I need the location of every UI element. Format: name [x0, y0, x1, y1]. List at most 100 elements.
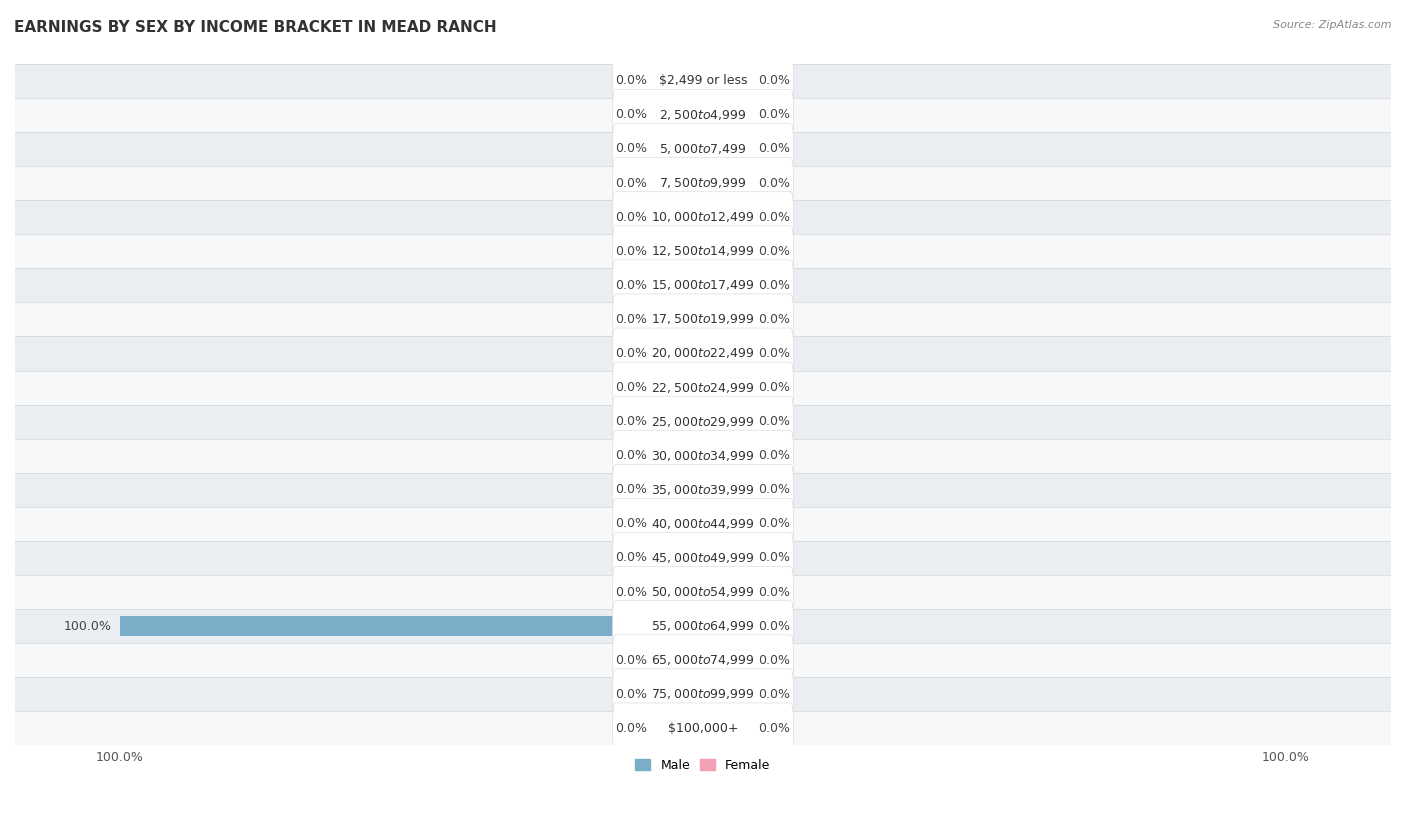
Text: 0.0%: 0.0%: [616, 245, 648, 258]
Bar: [703, 685, 749, 704]
Text: $100,000+: $100,000+: [668, 722, 738, 735]
Bar: [657, 105, 703, 124]
Bar: [703, 276, 749, 295]
Bar: [703, 719, 749, 738]
Text: $65,000 to $74,999: $65,000 to $74,999: [651, 653, 755, 667]
Text: $35,000 to $39,999: $35,000 to $39,999: [651, 483, 755, 497]
Bar: [15, 609, 1391, 643]
FancyBboxPatch shape: [613, 567, 793, 618]
FancyBboxPatch shape: [613, 124, 793, 175]
FancyBboxPatch shape: [613, 362, 793, 413]
Bar: [703, 411, 749, 432]
Bar: [703, 310, 749, 329]
Text: $25,000 to $29,999: $25,000 to $29,999: [651, 415, 755, 428]
Bar: [703, 105, 749, 124]
Bar: [703, 480, 749, 500]
Bar: [703, 207, 749, 227]
Text: 100.0%: 100.0%: [63, 620, 111, 633]
Text: $15,000 to $17,499: $15,000 to $17,499: [651, 278, 755, 293]
Bar: [15, 711, 1391, 746]
Text: 0.0%: 0.0%: [616, 142, 648, 155]
Bar: [15, 405, 1391, 439]
Bar: [657, 514, 703, 534]
Text: 0.0%: 0.0%: [758, 211, 790, 224]
Bar: [703, 344, 749, 363]
Text: $40,000 to $44,999: $40,000 to $44,999: [651, 517, 755, 531]
Bar: [15, 371, 1391, 405]
Bar: [15, 337, 1391, 371]
Text: $55,000 to $64,999: $55,000 to $64,999: [651, 620, 755, 633]
Text: $75,000 to $99,999: $75,000 to $99,999: [651, 687, 755, 702]
Bar: [703, 650, 749, 670]
Text: 0.0%: 0.0%: [758, 551, 790, 564]
FancyBboxPatch shape: [613, 55, 793, 107]
Text: $7,500 to $9,999: $7,500 to $9,999: [659, 176, 747, 190]
Bar: [703, 378, 749, 398]
Legend: Male, Female: Male, Female: [630, 754, 776, 776]
Text: 0.0%: 0.0%: [616, 483, 648, 496]
Bar: [657, 411, 703, 432]
Bar: [15, 63, 1391, 98]
Bar: [703, 241, 749, 261]
Bar: [15, 200, 1391, 234]
Bar: [703, 616, 749, 636]
Text: 0.0%: 0.0%: [616, 313, 648, 326]
FancyBboxPatch shape: [613, 635, 793, 685]
Bar: [15, 234, 1391, 268]
Text: 0.0%: 0.0%: [616, 551, 648, 564]
Bar: [657, 378, 703, 398]
Bar: [15, 132, 1391, 166]
Bar: [703, 446, 749, 466]
Text: 0.0%: 0.0%: [758, 517, 790, 530]
Text: 0.0%: 0.0%: [616, 688, 648, 701]
Text: 0.0%: 0.0%: [616, 722, 648, 735]
FancyBboxPatch shape: [613, 430, 793, 481]
Text: $2,499 or less: $2,499 or less: [659, 74, 747, 87]
Bar: [657, 173, 703, 193]
FancyBboxPatch shape: [613, 703, 793, 754]
Text: $12,500 to $14,999: $12,500 to $14,999: [651, 244, 755, 259]
Text: 0.0%: 0.0%: [616, 108, 648, 121]
Text: 0.0%: 0.0%: [758, 245, 790, 258]
Bar: [15, 302, 1391, 337]
Text: 0.0%: 0.0%: [758, 620, 790, 633]
FancyBboxPatch shape: [613, 158, 793, 208]
Bar: [657, 719, 703, 738]
Bar: [657, 139, 703, 159]
Bar: [15, 541, 1391, 575]
Text: $45,000 to $49,999: $45,000 to $49,999: [651, 551, 755, 565]
Text: $50,000 to $54,999: $50,000 to $54,999: [651, 585, 755, 599]
FancyBboxPatch shape: [613, 294, 793, 345]
Text: $30,000 to $34,999: $30,000 to $34,999: [651, 449, 755, 463]
Text: 0.0%: 0.0%: [758, 313, 790, 326]
Text: 0.0%: 0.0%: [758, 176, 790, 189]
FancyBboxPatch shape: [613, 601, 793, 651]
FancyBboxPatch shape: [613, 669, 793, 720]
Bar: [15, 439, 1391, 473]
FancyBboxPatch shape: [613, 498, 793, 550]
Text: 0.0%: 0.0%: [616, 517, 648, 530]
Text: 0.0%: 0.0%: [616, 381, 648, 394]
Bar: [15, 166, 1391, 200]
Text: 0.0%: 0.0%: [758, 688, 790, 701]
Bar: [15, 575, 1391, 609]
Text: $22,500 to $24,999: $22,500 to $24,999: [651, 380, 755, 394]
Text: 0.0%: 0.0%: [758, 654, 790, 667]
Text: 0.0%: 0.0%: [616, 585, 648, 598]
Text: 0.0%: 0.0%: [758, 142, 790, 155]
Text: 0.0%: 0.0%: [616, 415, 648, 428]
Text: 0.0%: 0.0%: [758, 347, 790, 360]
Text: 0.0%: 0.0%: [758, 108, 790, 121]
Bar: [657, 344, 703, 363]
Bar: [15, 98, 1391, 132]
Bar: [703, 514, 749, 534]
Bar: [657, 650, 703, 670]
Text: $17,500 to $19,999: $17,500 to $19,999: [651, 312, 755, 326]
FancyBboxPatch shape: [613, 226, 793, 276]
Bar: [657, 71, 703, 91]
FancyBboxPatch shape: [613, 396, 793, 447]
Text: 0.0%: 0.0%: [616, 211, 648, 224]
Text: 0.0%: 0.0%: [758, 74, 790, 87]
Bar: [657, 207, 703, 227]
Text: 0.0%: 0.0%: [758, 415, 790, 428]
